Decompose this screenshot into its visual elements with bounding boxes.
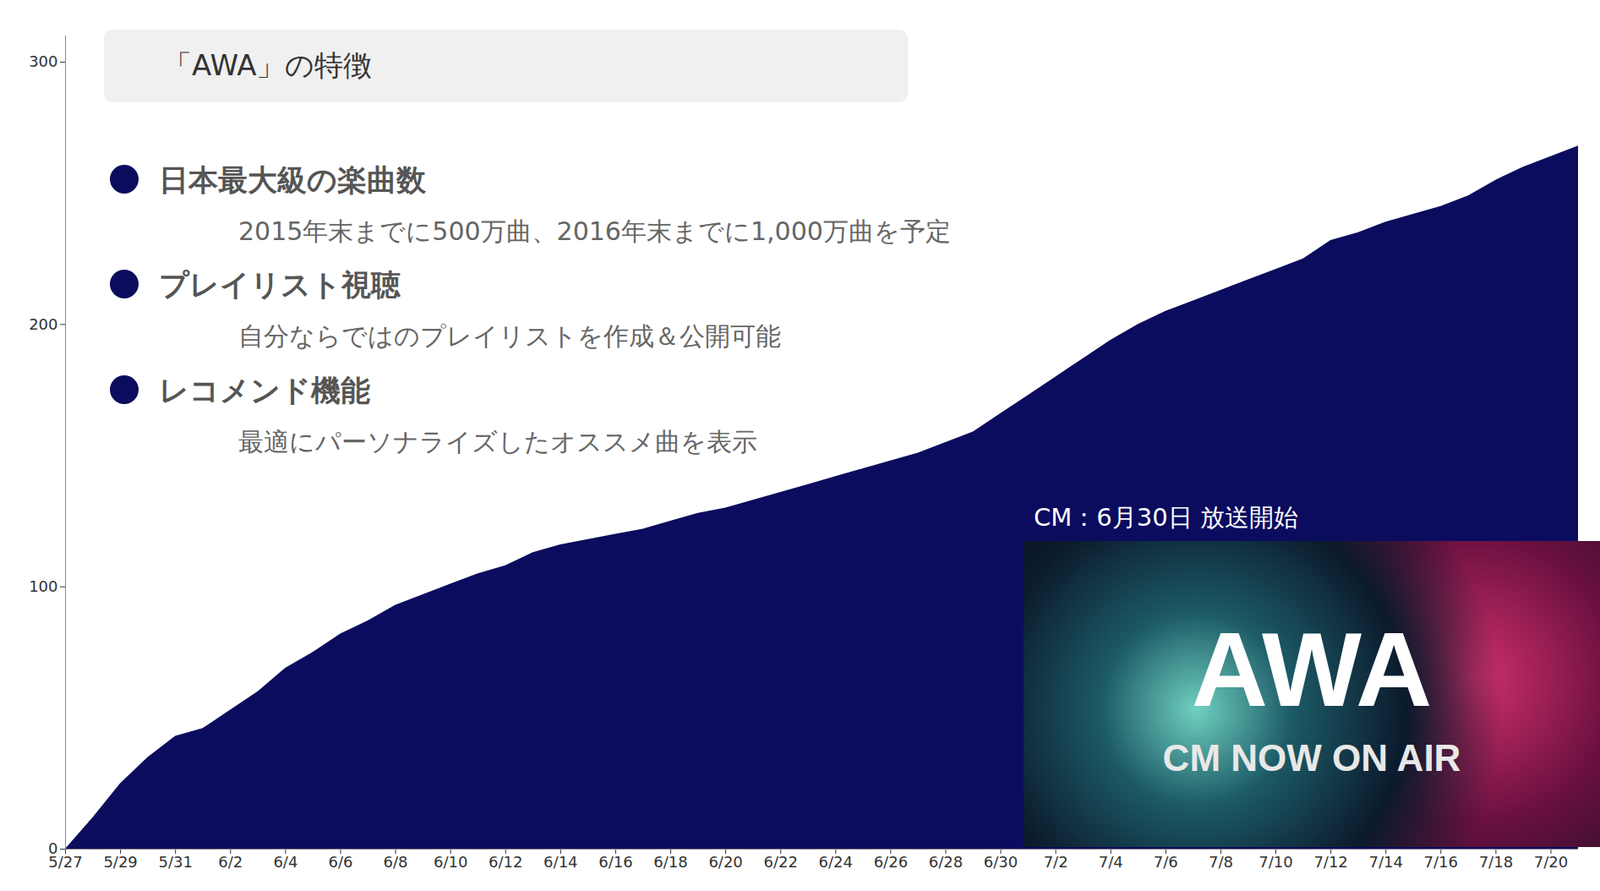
html-text:日本最大級の楽曲数: 日本最大級の楽曲数 (158, 163, 426, 197)
svg-text:7/12: 7/12 (1313, 852, 1348, 871)
svg-text:7/18: 7/18 (1479, 852, 1513, 871)
svg-text:6/28: 6/28 (928, 852, 963, 871)
svg-text:6/24: 6/24 (819, 852, 853, 871)
html-text:プレイリスト視聴: プレイリスト視聴 (158, 267, 401, 302)
svg-text:0: 0 (48, 839, 58, 858)
svg-text:6/14: 6/14 (543, 852, 578, 871)
svg-text:6/2: 6/2 (218, 852, 243, 871)
svg-text:6/12: 6/12 (488, 852, 523, 871)
svg-text:7/2: 7/2 (1043, 852, 1069, 871)
html-text:最適にパーソナライズしたオススメ曲を表示: 最適にパーソナライズしたオススメ曲を表示 (238, 426, 758, 457)
svg-text:6/8: 6/8 (383, 852, 409, 871)
html-text:AWA: AWA (1191, 610, 1433, 728)
svg-text:6/18: 6/18 (653, 852, 688, 871)
svg-text:7/14: 7/14 (1368, 852, 1403, 871)
svg-text:5/29: 5/29 (103, 852, 137, 871)
svg-text:100: 100 (28, 577, 58, 596)
svg-text:6/30: 6/30 (983, 852, 1018, 871)
svg-text:6/26: 6/26 (873, 852, 908, 871)
html-text:「AWA」の特徴: 「AWA」の特徴 (163, 48, 373, 82)
svg-text:7/16: 7/16 (1424, 852, 1459, 871)
svg-text:6/22: 6/22 (763, 852, 798, 871)
svg-text:300: 300 (28, 52, 58, 71)
svg-text:6/16: 6/16 (598, 852, 633, 871)
html-text:2015年末までに500万曲、2016年末までに1,000万: 2015年末までに500万曲、2016年末までに1,000万曲を予定 (238, 216, 951, 246)
svg-text:6/6: 6/6 (327, 852, 353, 871)
svg-text:5/31: 5/31 (158, 852, 192, 871)
html-text:レコメンド機能: レコメンド機能 (158, 373, 371, 408)
svg-text:7/20: 7/20 (1534, 852, 1568, 871)
html-text:自分ならではのプレイリストを作成＆公開可能: 自分ならではのプレイリストを作成＆公開可能 (238, 321, 781, 351)
svg-text:7/10: 7/10 (1258, 852, 1293, 871)
svg-text:6/4: 6/4 (273, 852, 298, 871)
html-text:CM NOW ON AIR: CM NOW ON AIR (1162, 737, 1461, 779)
svg-text:7/4: 7/4 (1098, 852, 1124, 871)
svg-text:6/10: 6/10 (433, 852, 468, 871)
svg-text:200: 200 (28, 315, 58, 334)
html-text:CM：6月30日 放送開始: CM：6月30日 放送開始 (1033, 502, 1299, 532)
svg-text:5/27: 5/27 (48, 852, 82, 871)
svg-text:7/8: 7/8 (1208, 852, 1234, 871)
svg-text:6/20: 6/20 (708, 852, 743, 871)
svg-text:7/6: 7/6 (1153, 852, 1179, 871)
